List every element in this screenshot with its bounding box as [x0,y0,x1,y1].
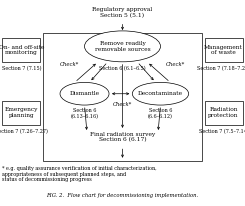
Text: Decontaminate: Decontaminate [138,91,183,96]
Bar [2,38,40,62]
Text: Final radiation survey
Section 6 (6.17): Final radiation survey Section 6 (6.17) [90,131,155,143]
Text: Check*: Check* [113,102,132,107]
Text: On- and off-site
monitoring: On- and off-site monitoring [0,44,44,55]
Text: Emergency
planning: Emergency planning [5,107,38,118]
Bar [205,38,243,62]
Ellipse shape [60,82,109,105]
Ellipse shape [132,82,189,105]
Bar [2,101,40,125]
Text: Check*: Check* [166,62,185,67]
Text: Management
of waste: Management of waste [204,44,243,55]
Text: Section 7 (7.15): Section 7 (7.15) [2,66,41,71]
Text: * e.g. quality assurance verification of initial characterization,
appropriatene: * e.g. quality assurance verification of… [2,166,157,183]
Text: Check*: Check* [60,62,79,67]
Text: Dismantle: Dismantle [70,91,99,96]
Text: Section 7 (7.26–7.27): Section 7 (7.26–7.27) [0,129,48,134]
Ellipse shape [85,31,160,62]
Bar [205,101,243,125]
Text: Remove readily
removable sources: Remove readily removable sources [95,41,150,52]
Bar [43,33,202,161]
Text: Section 6 (6.1–6.5): Section 6 (6.1–6.5) [99,66,146,71]
Text: Section 7 (7.5–7.14): Section 7 (7.5–7.14) [199,129,245,134]
Text: Radiation
protection: Radiation protection [208,107,239,118]
Text: Section 7 (7.18–7.25): Section 7 (7.18–7.25) [197,66,245,71]
Text: Regulatory approval
Section 5 (5.1): Regulatory approval Section 5 (5.1) [92,7,153,18]
Text: Section 6
(6.13–6.16): Section 6 (6.13–6.16) [71,108,98,119]
Text: Section 6
(6.6–6.12): Section 6 (6.6–6.12) [148,108,173,119]
Text: FIG. 2.  Flow chart for decommissioning implementation.: FIG. 2. Flow chart for decommissioning i… [47,193,198,198]
